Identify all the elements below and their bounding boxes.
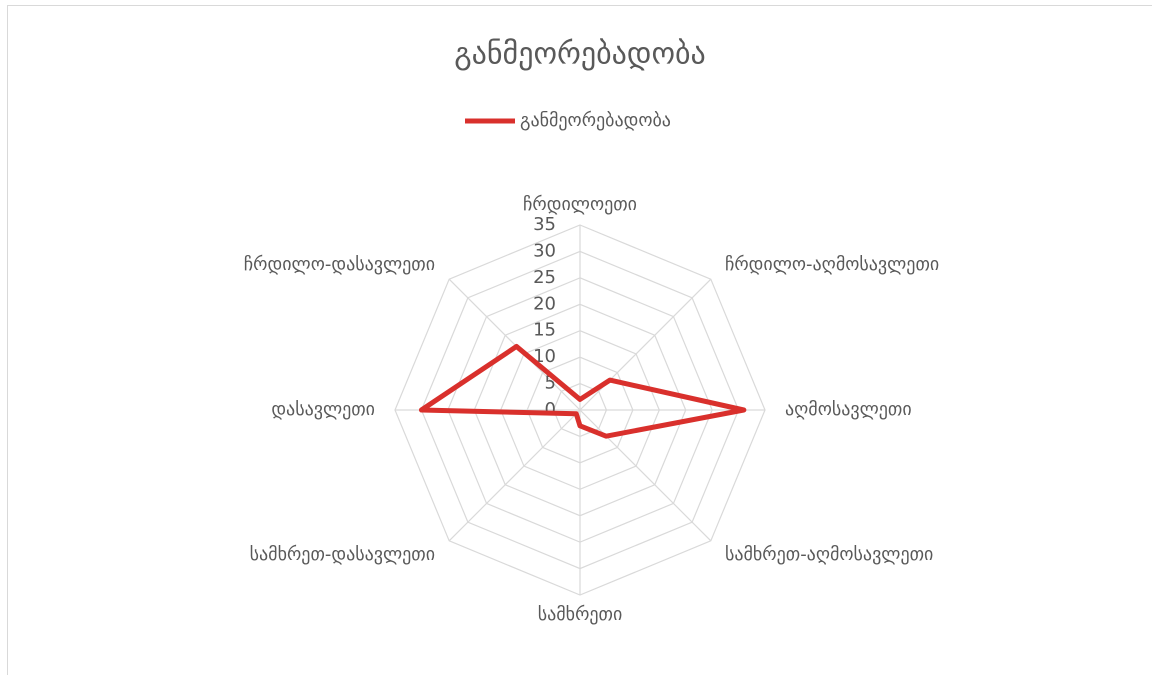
- series-line: [418, 343, 747, 439]
- legend-label: განმეორებადობა: [520, 110, 671, 131]
- spoke: [448, 278, 581, 411]
- y-tick-label: 35: [533, 214, 556, 235]
- category-label: ჩრდილოეთი: [523, 194, 637, 215]
- y-tick-label: 30: [533, 240, 556, 261]
- y-tick-label: 5: [545, 373, 556, 394]
- chart-border: [7, 5, 1152, 675]
- category-label: სამხრეთ-დასავლეთი: [250, 544, 435, 565]
- y-tick-label: 20: [533, 293, 556, 314]
- category-label: სამხრეთ-აღმოსავლეთი: [725, 544, 933, 565]
- chart-title: განმეორებადობა: [454, 37, 706, 72]
- category-label: სამხრეთი: [538, 604, 623, 625]
- spoke: [448, 409, 581, 542]
- y-tick-label: 25: [533, 267, 556, 288]
- category-label: აღმოსავლეთი: [785, 399, 912, 420]
- y-tick-label: 0: [545, 399, 556, 420]
- category-label: დასავლეთი: [271, 399, 375, 420]
- category-label: ჩრდილო-აღმოსავლეთი: [725, 254, 939, 275]
- y-tick-label: 15: [533, 320, 556, 341]
- category-label: ჩრდილო-დასავლეთი: [244, 254, 435, 275]
